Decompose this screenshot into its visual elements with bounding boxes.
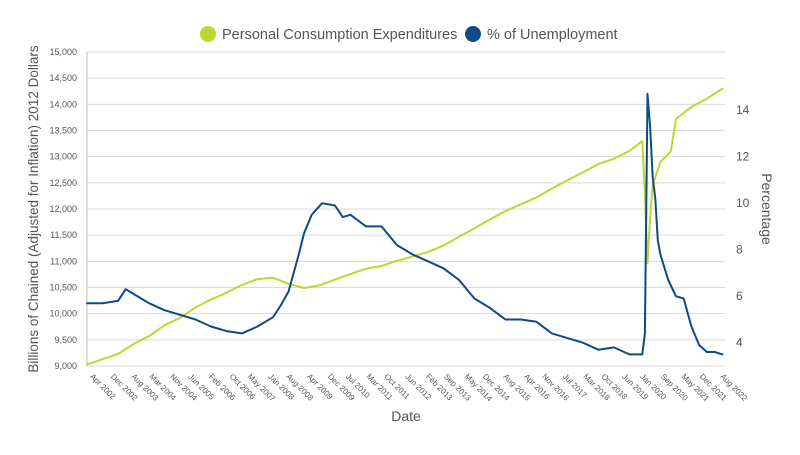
y-left-tick-label: 13,500: [49, 126, 77, 136]
series-line-consumption: [86, 87, 724, 366]
legend-item-unemployment-marker[interactable]: [465, 26, 481, 42]
y-left-axis-title: Billions of Chained (Adjusted for Inflat…: [26, 45, 41, 372]
series-line-unemployment: [86, 92, 724, 356]
y-left-tick-label: 11,000: [50, 256, 77, 266]
y-left-tick-label: 12,500: [49, 178, 77, 188]
y-right-tick-label: 6: [736, 289, 743, 303]
y-right-tick-label: 14: [736, 103, 750, 117]
y-left-tick-label: 9,500: [54, 335, 77, 345]
y-right-tick-label: 4: [736, 336, 743, 350]
y-right-axis-title: Percentage: [759, 173, 775, 245]
y-left-tick-label: 15,000: [49, 47, 77, 57]
y-left-tick-label: 11,500: [50, 230, 77, 240]
y-left-tick-label: 10,000: [49, 309, 77, 319]
y-left-tick-label: 14,000: [49, 99, 77, 109]
legend-item-consumption-marker[interactable]: [200, 26, 216, 42]
y-right-tick-label: 8: [736, 243, 743, 257]
y-left-tick-label: 13,000: [49, 152, 77, 162]
legend-item-unemployment-label[interactable]: % of Unemployment: [487, 27, 618, 43]
y-right-tick-label: 10: [736, 196, 750, 210]
legend-item-consumption-label[interactable]: Personal Consumption Expenditures: [222, 27, 457, 43]
y-left-tick-label: 12,000: [49, 204, 77, 214]
y-left-tick-label: 10,500: [49, 283, 77, 293]
y-left-tick-label: 9,000: [54, 361, 77, 371]
x-axis-title: Date: [391, 408, 421, 424]
y-left-tick-label: 14,500: [49, 73, 77, 83]
y-right-tick-label: 12: [736, 150, 750, 164]
